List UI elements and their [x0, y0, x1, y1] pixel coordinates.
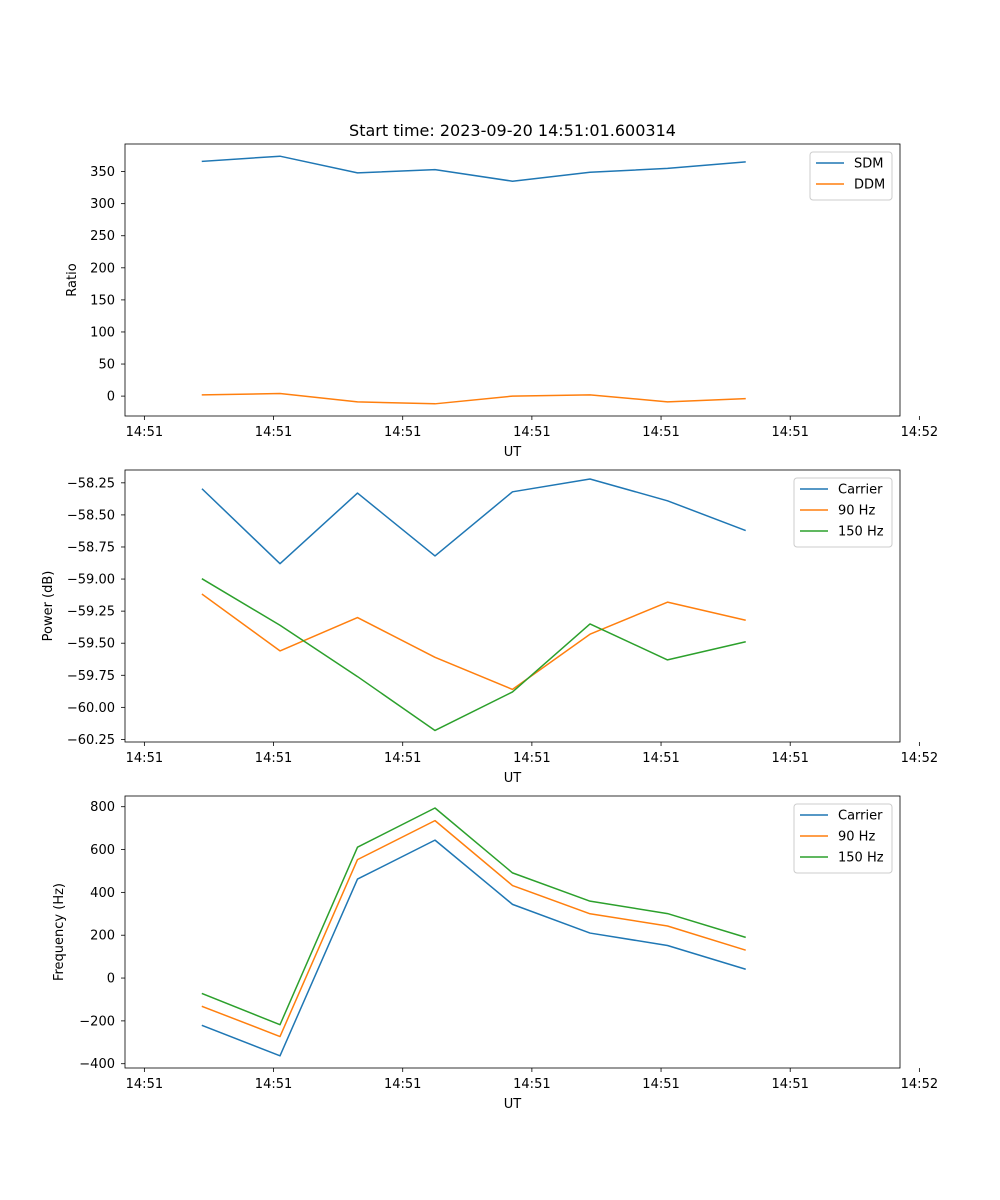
y-tick-label: 200	[90, 261, 115, 276]
x-tick-label: 14:51	[513, 425, 550, 440]
y-tick-label: −60.25	[67, 733, 115, 748]
y-tick-label: −59.75	[67, 669, 115, 684]
x-tick-label: 14:51	[384, 425, 421, 440]
legend-label: Carrier	[838, 809, 883, 824]
y-tick-label: −200	[79, 1014, 115, 1029]
y-tick-label: 0	[107, 972, 115, 987]
x-tick-label: 14:51	[771, 1077, 808, 1092]
legend-label: 150 Hz	[838, 851, 884, 866]
axes-frame	[124, 143, 901, 417]
y-tick-label: 0	[107, 390, 115, 405]
y-tick-label: −60.00	[67, 701, 115, 716]
chart-panels: 14:51 14:51 14:51 14:51 14:51 14:51 14:52 0 50 10…	[41, 143, 938, 1112]
y-tick-label: −59.25	[67, 605, 115, 620]
x-tick-label: 14:51	[384, 1077, 421, 1092]
series-line-carrier	[201, 839, 746, 1057]
x-axis-label: UT	[504, 1097, 522, 1112]
series-line-carrier	[201, 478, 746, 565]
x-tick-label: 14:51	[255, 425, 292, 440]
y-axis-label: Ratio	[65, 263, 80, 296]
x-tick-label: 14:51	[642, 1077, 679, 1092]
series-line-90-hz	[201, 593, 746, 691]
y-tick-label: 150	[90, 293, 115, 308]
legend-box	[809, 151, 893, 201]
legend-label: 90 Hz	[838, 504, 875, 519]
x-tick-label: 14:51	[255, 751, 292, 766]
y-tick-label: −400	[79, 1057, 115, 1072]
axes-frame	[124, 469, 901, 743]
x-axis-label: UT	[504, 771, 522, 786]
y-axis-label: Power (dB)	[41, 571, 56, 642]
series-line-150-hz	[201, 807, 746, 1026]
x-tick-label: 14:51	[255, 1077, 292, 1092]
y-tick-label: −58.25	[67, 476, 115, 491]
x-tick-label: 14:51	[642, 751, 679, 766]
y-tick-label: −58.75	[67, 540, 115, 555]
legend-label: SDM	[854, 157, 883, 172]
y-tick-label: 50	[98, 358, 115, 373]
x-tick-label: 14:52	[901, 751, 938, 766]
y-tick-label: −59.00	[67, 573, 115, 588]
x-tick-label: 14:52	[901, 425, 938, 440]
x-axis-label: UT	[504, 445, 522, 460]
legend-label: 90 Hz	[838, 830, 875, 845]
y-tick-label: 100	[90, 325, 115, 340]
legend-label: Carrier	[838, 483, 883, 498]
legend-label: 150 Hz	[838, 525, 884, 540]
y-tick-label: 300	[90, 197, 115, 212]
plot-area	[125, 470, 900, 742]
x-tick-label: 14:51	[513, 751, 550, 766]
plot-area	[125, 796, 900, 1068]
y-tick-label: 600	[90, 843, 115, 858]
y-tick-label: 800	[90, 800, 115, 815]
frequency-panel: 14:51 14:51 14:51 14:51 14:51 14:51 14:52 −400 −…	[52, 795, 938, 1112]
legend-box	[793, 477, 893, 548]
x-tick-label: 14:51	[771, 751, 808, 766]
x-tick-label: 14:51	[513, 1077, 550, 1092]
y-tick-label: 200	[90, 929, 115, 944]
x-tick-label: 14:51	[126, 425, 163, 440]
x-tick-label: 14:51	[126, 1077, 163, 1092]
x-tick-label: 14:51	[642, 425, 679, 440]
series-line-sdm	[201, 155, 746, 182]
series-line-ddm	[201, 392, 746, 405]
x-tick-label: 14:52	[901, 1077, 938, 1092]
plot-area	[125, 144, 900, 416]
axes-frame	[124, 795, 901, 1069]
ratio-panel: 14:51 14:51 14:51 14:51 14:51 14:51 14:52 0 50 10…	[65, 143, 938, 460]
power-panel: 14:51 14:51 14:51 14:51 14:51 14:51 14:52 −60.2…	[41, 469, 938, 786]
y-tick-label: −59.50	[67, 637, 115, 652]
x-tick-label: 14:51	[126, 751, 163, 766]
y-tick-label: 250	[90, 229, 115, 244]
legend-box	[793, 803, 893, 874]
x-tick-label: 14:51	[771, 425, 808, 440]
x-tick-label: 14:51	[384, 751, 421, 766]
y-axis-label: Frequency (Hz)	[52, 883, 67, 981]
y-tick-label: 350	[90, 165, 115, 180]
y-tick-label: −58.50	[67, 508, 115, 523]
series-line-90-hz	[201, 819, 746, 1038]
series-line-150-hz	[201, 578, 746, 732]
legend-label: DDM	[854, 178, 885, 193]
y-tick-label: 400	[90, 886, 115, 901]
figure-title: Start time: 2023-09-20 14:51:01.600314	[349, 121, 676, 140]
